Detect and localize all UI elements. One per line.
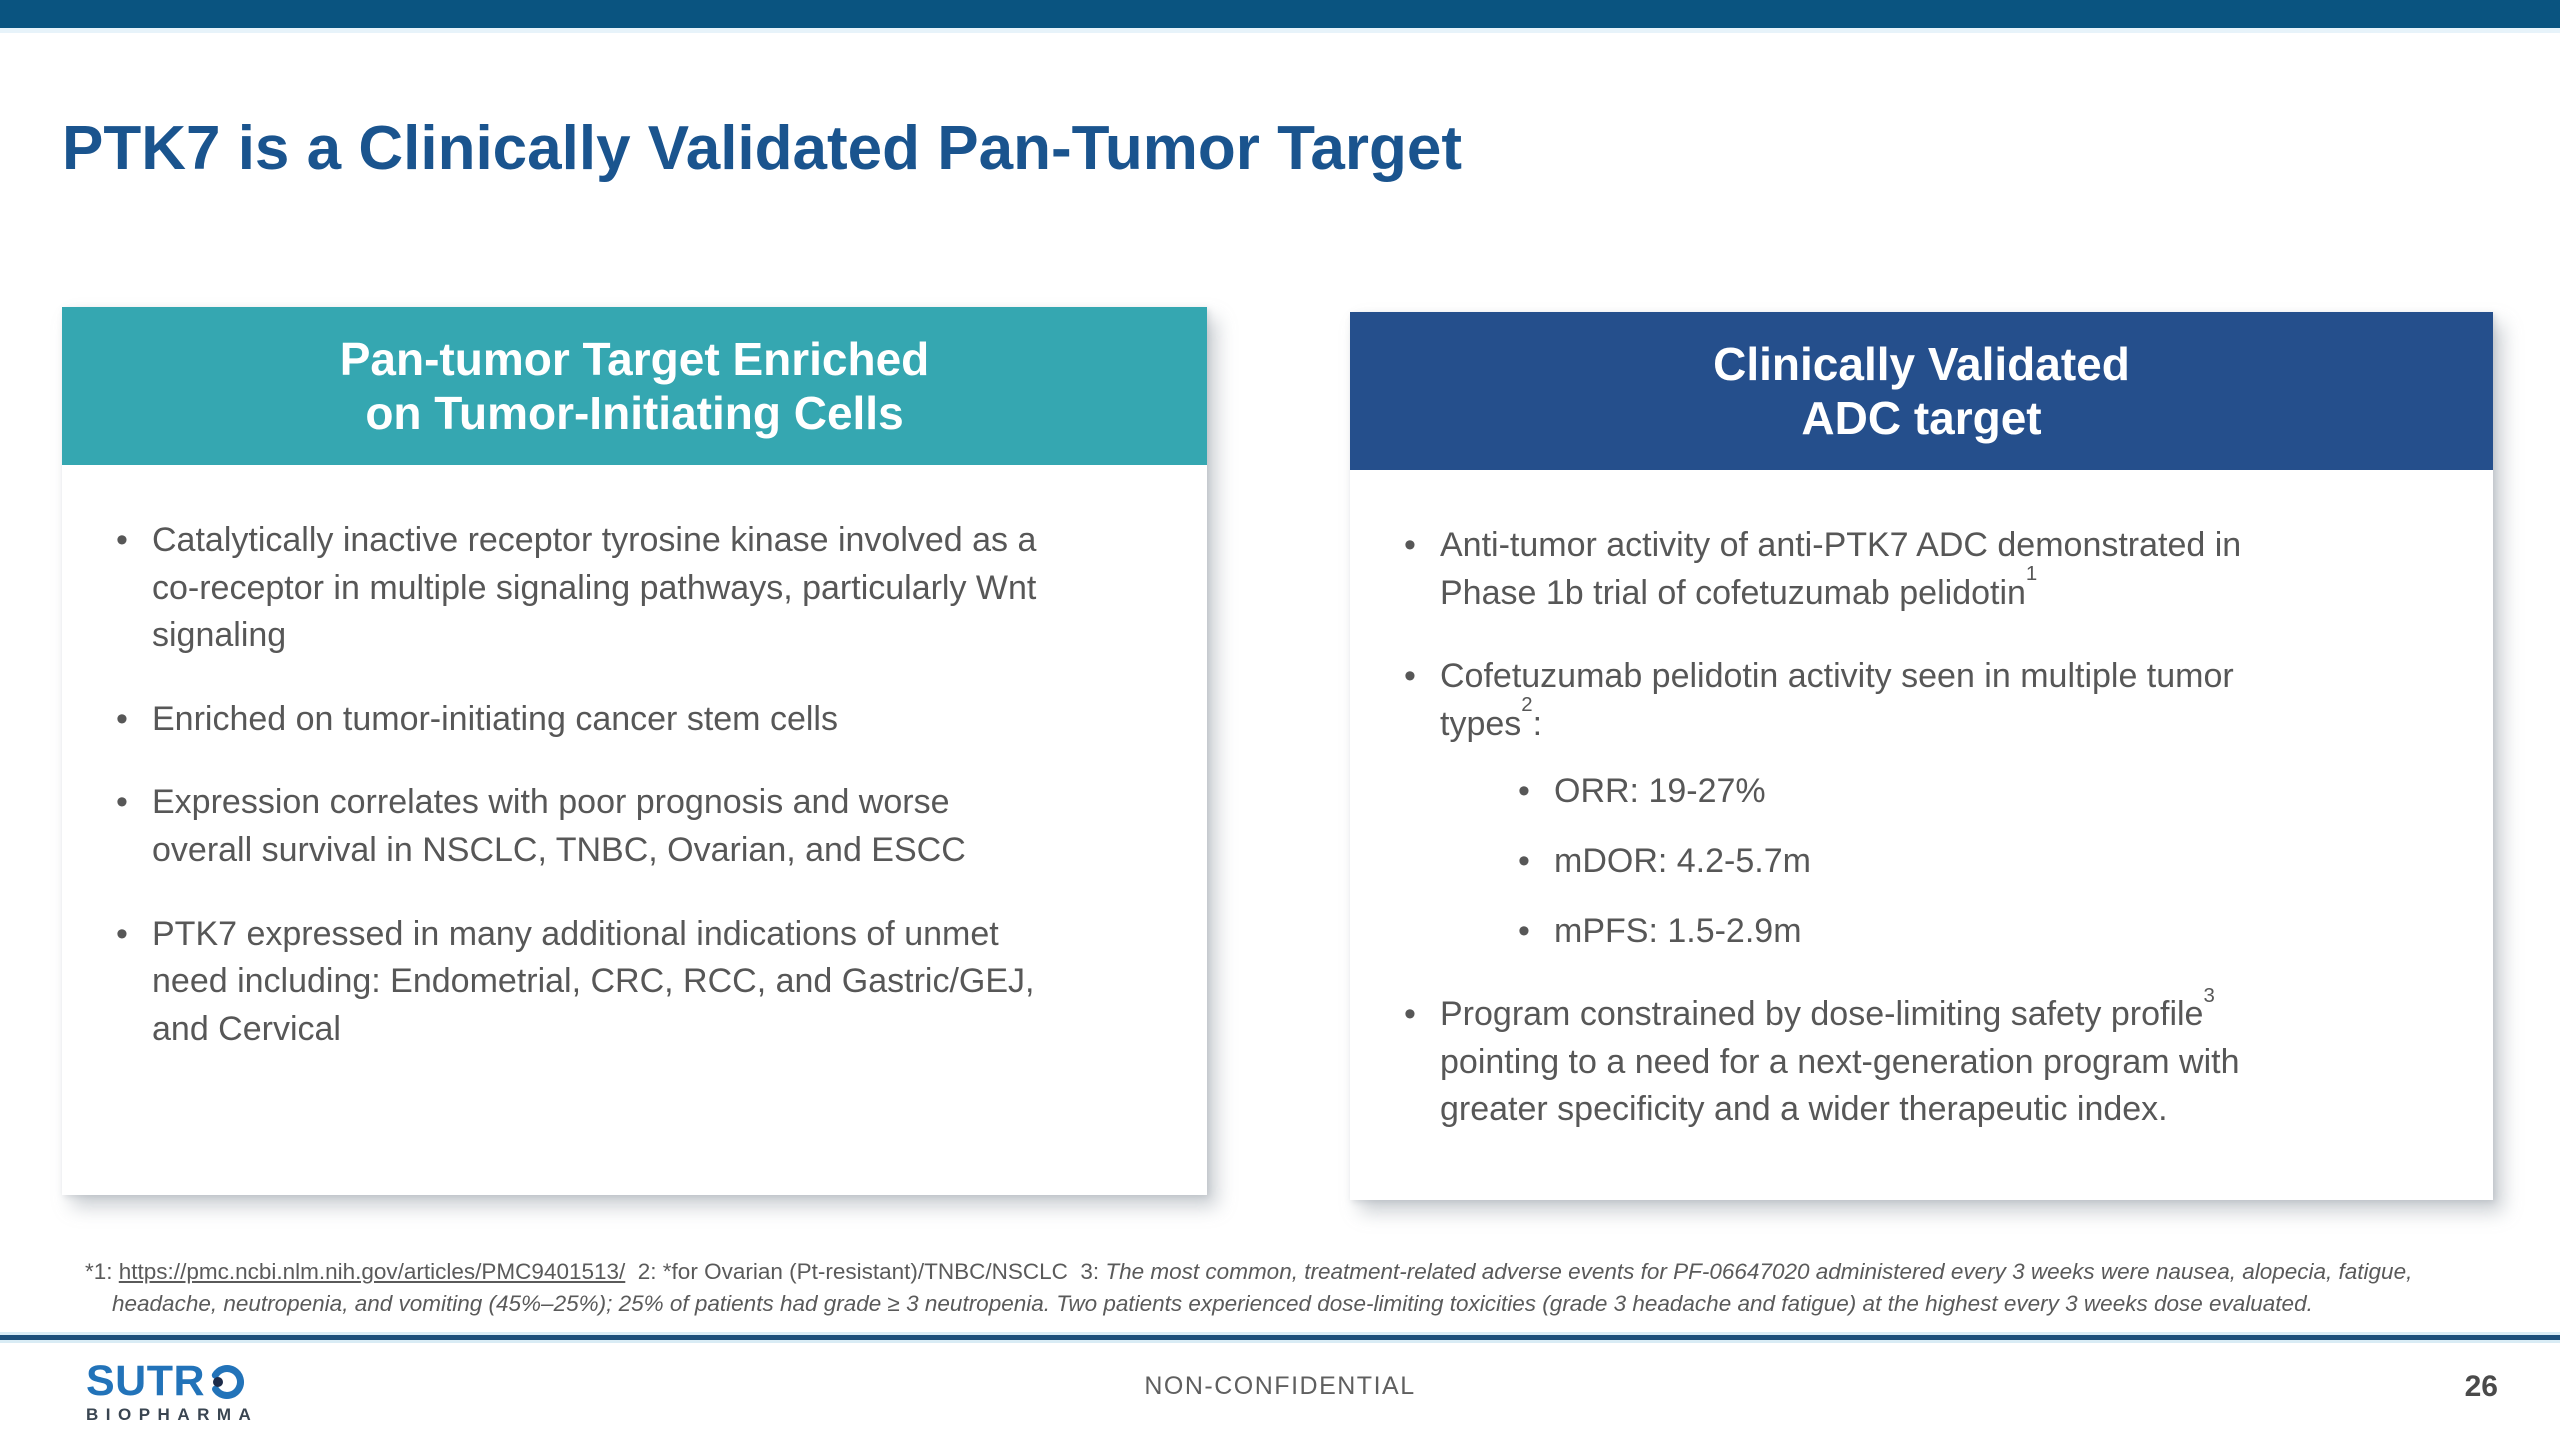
footer-divider (0, 1332, 2560, 1343)
footnote-marker: 1 (2025, 563, 2038, 586)
bullet-item: PTK7 expressed in many additional indica… (90, 911, 1040, 1054)
page-number: 26 (2464, 1370, 2498, 1403)
right-card: Clinically Validated ADC target Anti-tum… (1350, 312, 2493, 1200)
page-title: PTK7 is a Clinically Validated Pan-Tumor… (62, 114, 1462, 183)
footnote-ref-1: *1: (85, 1259, 119, 1284)
footnote-marker: 3 (2203, 984, 2215, 1007)
sutro-biopharma-logo: SUTR BIOPHARMA (86, 1360, 346, 1424)
sub-bullet-list: ORR: 19-27% mDOR: 4.2-5.7m mPFS: 1.5-2.9m (1440, 768, 2328, 955)
left-card-body: Catalytically inactive receptor tyrosine… (62, 465, 1207, 1053)
left-card-header-line2: on Tumor-Initiating Cells (365, 387, 904, 439)
footnote-marker: 2 (1521, 694, 1533, 717)
logo-subtext: BIOPHARMA (86, 1405, 259, 1424)
sub-bullet-item: mDOR: 4.2-5.7m (1508, 838, 2328, 886)
right-card-header-line2: ADC target (1801, 392, 2042, 444)
bullet-item: Program constrained by dose-limiting saf… (1378, 985, 2328, 1134)
right-card-body: Anti-tumor activity of anti-PTK7 ADC dem… (1350, 470, 2493, 1134)
bullet-item: Cofetuzumab pelidotin activity seen in m… (1378, 653, 2328, 955)
right-card-bullet-list: Anti-tumor activity of anti-PTK7 ADC dem… (1378, 522, 2328, 1134)
left-card-header: Pan-tumor Target Enriched on Tumor-Initi… (62, 307, 1207, 465)
bullet-item: Anti-tumor activity of anti-PTK7 ADC dem… (1378, 522, 2328, 617)
bullet-item: Catalytically inactive receptor tyrosine… (90, 517, 1040, 660)
left-card-bullet-list: Catalytically inactive receptor tyrosine… (90, 517, 1040, 1053)
logo-orbit-o-icon (210, 1364, 245, 1399)
top-accent-bar (0, 0, 2560, 33)
confidentiality-label: NON-CONFIDENTIAL (1144, 1372, 1416, 1400)
left-card-header-line1: Pan-tumor Target Enriched (339, 332, 930, 385)
sub-bullet-item: ORR: 19-27% (1508, 768, 2328, 816)
logo-wordmark-text: SUTR (86, 1357, 206, 1405)
footnote-refs-2-3: 2: *for Ovarian (Pt-resistant)/TNBC/NSCL… (625, 1259, 1106, 1284)
right-card-header: Clinically Validated ADC target (1350, 312, 2493, 470)
right-card-header-line1: Clinically Validated (1713, 337, 2130, 390)
sub-bullet-item: mPFS: 1.5-2.9m (1508, 908, 2328, 956)
footnote-link[interactable]: https://pmc.ncbi.nlm.nih.gov/articles/PM… (118, 1259, 626, 1284)
footnotes: *1: https://pmc.ncbi.nlm.nih.gov/article… (85, 1256, 2512, 1320)
logo-wordmark-row: SUTR (86, 1360, 346, 1403)
footnote-italic-text: The most common, treatment-related adver… (112, 1259, 2419, 1317)
left-card: Pan-tumor Target Enriched on Tumor-Initi… (62, 307, 1207, 1195)
bullet-item: Expression correlates with poor prognosi… (90, 779, 1040, 874)
bullet-item: Enriched on tumor-initiating cancer stem… (90, 696, 1040, 744)
